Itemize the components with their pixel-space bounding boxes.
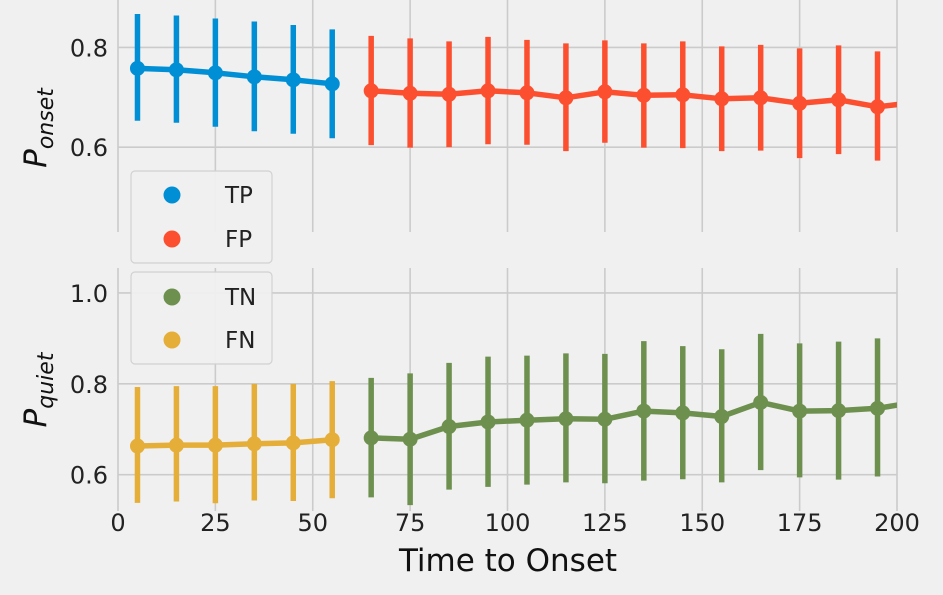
series-fn — [129, 381, 340, 504]
point-tn — [402, 431, 418, 447]
x-tick-label: 200 — [874, 509, 920, 537]
point-fp — [441, 86, 457, 102]
series-tp — [129, 13, 340, 139]
legend-label-fp: FP — [225, 227, 252, 253]
bottom-y-axis-label-main: P — [18, 408, 54, 427]
point-fp — [714, 91, 730, 107]
legend-marker-fn — [163, 331, 181, 349]
line-fn — [137, 436, 333, 449]
point-tp — [285, 72, 301, 88]
series-tn — [363, 333, 924, 506]
point-tn — [792, 403, 808, 419]
point-fp — [480, 83, 496, 99]
legend-marker-fp — [163, 230, 181, 248]
bottom-panel: 0.60.81.0 0 25 50 75 100 125 150 175 200 Pquiet … — [18, 268, 924, 579]
point-fn — [207, 437, 223, 453]
x-tick-labels: 0 25 50 75 100 125 150 175 200 — [110, 509, 920, 537]
x-tick-label: 175 — [777, 509, 823, 537]
point-fp — [909, 95, 924, 110]
bottom-y-tick-label: 1.0 — [70, 280, 108, 308]
point-tp — [246, 69, 262, 85]
point-tn — [714, 409, 730, 425]
point-tp — [168, 62, 184, 78]
legend-label-tn: TN — [224, 285, 256, 311]
top-y-axis-label: Ponset — [18, 87, 59, 168]
point-fp — [519, 85, 535, 101]
point-fp — [363, 83, 379, 99]
point-tn — [441, 419, 457, 435]
point-fp — [558, 90, 574, 106]
point-fn — [324, 432, 340, 448]
point-fp — [792, 95, 808, 111]
point-tn — [363, 430, 379, 446]
point-tp — [324, 76, 340, 92]
bottom-y-tick-label: 0.8 — [70, 371, 108, 399]
point-fn — [168, 437, 184, 453]
point-fp — [636, 87, 652, 103]
point-fp — [675, 87, 691, 103]
x-tick-label: 50 — [297, 509, 328, 537]
bottom-series — [129, 333, 924, 506]
point-tp — [129, 60, 145, 76]
legend-marker-tn — [163, 288, 181, 306]
legend-label-fn: FN — [225, 328, 255, 354]
point-tp — [207, 65, 223, 81]
bottom-y-tick-label: 0.6 — [70, 462, 108, 490]
x-tick-label: 100 — [485, 509, 531, 537]
point-tn — [519, 412, 535, 428]
top-series — [129, 13, 924, 161]
point-tn — [675, 405, 691, 421]
point-tn — [597, 411, 613, 427]
x-tick-label: 125 — [582, 509, 628, 537]
top-y-tick-labels: 0.6 0.8 — [70, 34, 108, 162]
point-tn — [636, 403, 652, 419]
line-tp — [137, 65, 333, 87]
x-tick-label: 75 — [395, 509, 426, 537]
point-tn — [753, 394, 769, 410]
point-fn — [129, 438, 145, 454]
top-legend: TP FP — [130, 170, 273, 264]
point-fp — [831, 92, 847, 108]
top-y-tick-label: 0.6 — [70, 134, 108, 162]
legend-label-tp: TP — [224, 183, 253, 209]
bottom-legend: TN FN — [130, 271, 273, 365]
point-tn — [480, 414, 496, 430]
point-fp — [753, 90, 769, 106]
point-tn — [909, 394, 924, 409]
point-fn — [285, 435, 301, 451]
bottom-y-axis-label: Pquiet — [18, 351, 59, 427]
bottom-y-axis-label-sub: quiet — [34, 351, 59, 409]
point-fn — [246, 436, 262, 452]
point-fp — [597, 84, 613, 100]
point-tn — [558, 411, 574, 427]
x-tick-label: 150 — [679, 509, 725, 537]
top-y-axis-label-main: P — [18, 149, 54, 168]
x-tick-label: 0 — [110, 509, 125, 537]
top-panel: 0.6 0.8 Ponset TP FP — [18, 0, 924, 264]
x-tick-label: 25 — [200, 509, 231, 537]
bottom-y-tick-labels: 0.6 0.8 1.0 — [70, 280, 108, 490]
legend-marker-tp — [163, 186, 181, 204]
point-tn — [870, 400, 886, 416]
point-tn — [831, 403, 847, 419]
top-y-tick-label: 0.8 — [70, 34, 108, 62]
point-fp — [402, 85, 418, 101]
x-axis-label: Time to Onset — [398, 543, 617, 579]
top-y-axis-label-sub: onset — [34, 87, 59, 149]
series-fp — [363, 35, 924, 161]
point-fp — [870, 99, 886, 115]
